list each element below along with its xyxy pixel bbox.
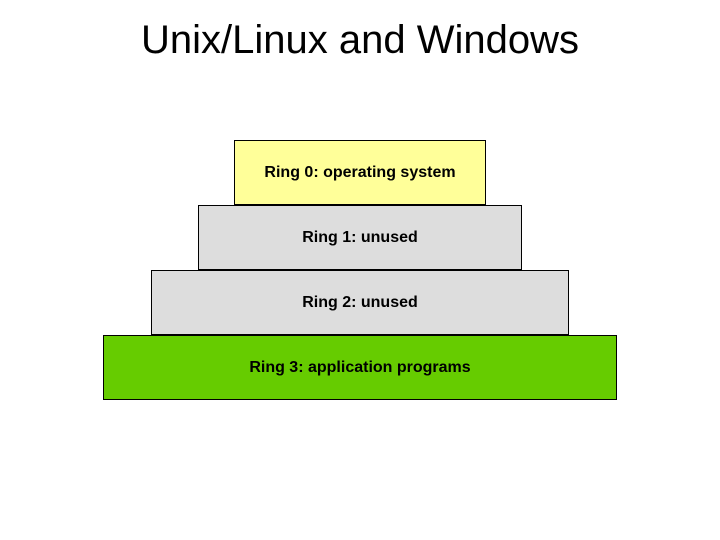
slide-title: Unix/Linux and Windows — [0, 18, 720, 63]
slide: Unix/Linux and Windows Ring 0: operating… — [0, 0, 720, 540]
ring0-tier: Ring 0: operating system — [234, 140, 486, 205]
ring2-tier: Ring 2: unused — [151, 270, 569, 335]
ring1-tier: Ring 1: unused — [198, 205, 522, 270]
ring3-tier: Ring 3: application programs — [103, 335, 617, 400]
ring-pyramid: Ring 0: operating system Ring 1: unused … — [0, 140, 720, 400]
